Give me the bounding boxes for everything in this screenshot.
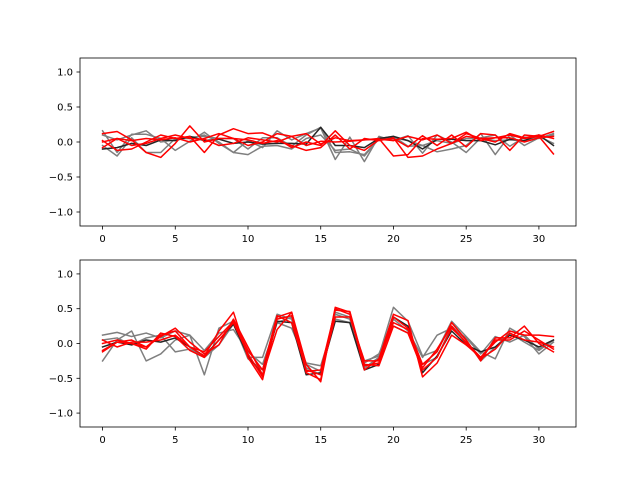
top-subplot: 0 5 10 15 20 25 30 −1.0 −0.5 0.0 0.5 1.0 [49,57,577,245]
x-tick-label: 25 [460,234,473,245]
y-tick-label: −0.5 [49,374,73,385]
x-tick-label: 15 [314,234,327,245]
x-tick-label: 25 [460,435,473,446]
series-line-7 [101,314,555,376]
y-tick-label: 0.0 [57,339,73,350]
x-tick-label: 10 [242,435,255,446]
x-tick-label: 20 [387,435,400,446]
y-tick-label: −0.5 [49,173,73,184]
x-tick-label: 15 [314,435,327,446]
series-line-0 [101,127,555,163]
x-tick-label: 5 [172,234,178,245]
x-tick-label: 20 [387,234,400,245]
x-tick-label: 30 [533,234,546,245]
y-tick-label: −1.0 [49,409,73,420]
y-tick-label: 0.5 [57,103,73,114]
series-line-7 [101,132,555,147]
y-tick-label: 1.0 [57,269,73,280]
x-tick-label: 5 [172,435,178,446]
y-tick-label: −1.0 [49,208,73,219]
y-tick-label: 1.0 [57,68,73,79]
bottom-subplot: 0 5 10 15 20 25 30 −1.0 −0.5 0.0 0.5 1.0 [49,259,577,446]
y-tick-label: 0.0 [57,138,73,149]
y-tick-label: 0.5 [57,304,73,315]
x-tick-label: 0 [99,435,105,446]
x-tick-label: 0 [99,234,105,245]
x-tick-label: 30 [533,435,546,446]
x-tick-label: 10 [242,234,255,245]
series-line-6 [101,309,555,378]
